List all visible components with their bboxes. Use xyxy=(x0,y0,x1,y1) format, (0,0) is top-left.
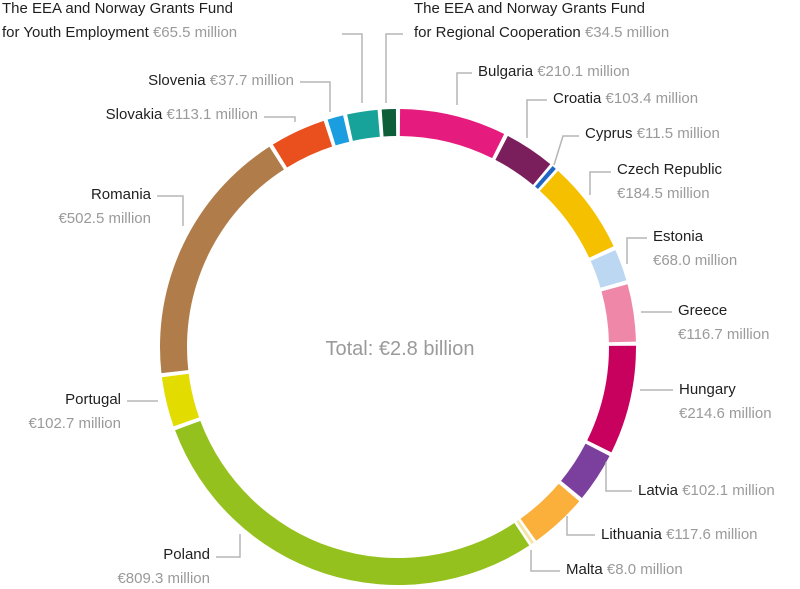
slice-poland xyxy=(175,420,530,585)
label-name-lithuania: Lithuania xyxy=(601,526,666,543)
slice-hungary xyxy=(587,345,636,453)
label-lithuania: Lithuania €117.6 million xyxy=(601,526,758,543)
leader-the-eea-and-norway-grants-fund-for-regional-cooperation xyxy=(385,33,403,103)
slice-slovakia xyxy=(272,120,333,168)
label-name-malta: Malta xyxy=(566,561,607,578)
label-name-hungary: Hungary xyxy=(679,381,736,398)
slice-the-eea-and-norway-grants-fund-for-youth-employment xyxy=(347,109,380,141)
label-name-bulgaria: Bulgaria xyxy=(478,63,537,80)
label-name-line1-the-eea-and-norway-grants-fund-for-youth-employment: The EEA and Norway Grants Fund xyxy=(2,0,233,17)
label-name-line2-the-eea-and-norway-grants-fund-for-youth-employment: for Youth Employment €65.5 million xyxy=(2,24,237,41)
label-bulgaria: Bulgaria €210.1 million xyxy=(478,63,630,80)
label-name-estonia: Estonia xyxy=(653,228,704,245)
label-value-slovakia: €113.1 million xyxy=(167,106,258,123)
label-value-romania: €502.5 million xyxy=(58,210,151,227)
label-value-estonia: €68.0 million xyxy=(653,252,737,269)
label-name-slovakia: Slovakia xyxy=(106,106,167,123)
leader-lines xyxy=(127,33,673,572)
donut-slices xyxy=(160,109,636,585)
label-slovakia: Slovakia €113.1 million xyxy=(106,106,258,123)
leader-slovakia xyxy=(264,116,296,122)
label-croatia: Croatia €103.4 million xyxy=(553,90,698,107)
label-name-czech-republic: Czech Republic xyxy=(617,161,723,178)
label-value-portugal: €102.7 million xyxy=(28,415,121,432)
label-value-greece: €116.7 million xyxy=(678,326,769,343)
slice-latvia xyxy=(561,443,610,499)
label-name-cyprus: Cyprus xyxy=(585,125,637,142)
label-name-line2-the-eea-and-norway-grants-fund-for-regional-cooperation: for Regional Cooperation €34.5 million xyxy=(414,24,669,41)
slice-estonia xyxy=(590,250,627,288)
slice-malta xyxy=(516,520,534,545)
slice-bulgaria xyxy=(399,109,505,159)
label-value-slovenia: €37.7 million xyxy=(210,72,294,89)
label-value-bulgaria: €210.1 million xyxy=(537,63,630,80)
label-value-poland: €809.3 million xyxy=(117,570,210,587)
leader-poland xyxy=(216,534,241,558)
label-value-cyprus: €11.5 million xyxy=(637,125,720,142)
leader-estonia xyxy=(626,237,647,264)
label-the-eea-and-norway-grants-fund-for-regional-cooperation: The EEA and Norway Grants Fund for Region… xyxy=(414,0,669,41)
label-name-slovenia: Slovenia xyxy=(148,72,210,89)
label-value-hungary: €214.6 million xyxy=(679,405,772,422)
leader-czech-republic xyxy=(589,171,611,195)
leader-bulgaria xyxy=(456,72,472,105)
slice-portugal xyxy=(161,373,200,427)
slice-cyprus xyxy=(535,166,556,190)
label-name-portugal: Portugal xyxy=(65,391,121,408)
label-name-poland: Poland xyxy=(163,546,210,563)
slice-greece xyxy=(601,284,636,343)
slice-labels: Bulgaria €210.1 million Croatia €103.4 mi… xyxy=(2,0,775,587)
leader-romania xyxy=(157,195,184,226)
slice-the-eea-and-norway-grants-fund-for-regional-cooperation xyxy=(381,109,397,137)
label-malta: Malta €8.0 million xyxy=(566,561,683,578)
label-value-lithuania: €117.6 million xyxy=(666,526,757,543)
label-value-malta: €8.0 million xyxy=(607,561,683,578)
label-name-latvia: Latvia xyxy=(638,482,682,499)
label-name-greece: Greece xyxy=(678,302,727,319)
label-name-croatia: Croatia xyxy=(553,90,606,107)
label-value-the-eea-and-norway-grants-fund-for-regional-cooperation: €34.5 million xyxy=(585,24,669,41)
slice-croatia xyxy=(495,135,551,185)
leader-lithuania xyxy=(566,516,595,536)
slice-czech-republic xyxy=(539,170,614,258)
label-name-line1-the-eea-and-norway-grants-fund-for-regional-cooperation: The EEA and Norway Grants Fund xyxy=(414,0,645,17)
slice-romania xyxy=(160,146,284,374)
leader-malta xyxy=(530,550,560,572)
label-slovenia: Slovenia €37.7 million xyxy=(148,72,294,89)
leader-slovenia xyxy=(300,81,331,112)
label-name-romania: Romania xyxy=(91,186,152,203)
label-latvia: Latvia €102.1 million xyxy=(638,482,775,499)
label-the-eea-and-norway-grants-fund-for-youth-employment: The EEA and Norway Grants Fund for Youth … xyxy=(2,0,237,41)
label-value-the-eea-and-norway-grants-fund-for-youth-employment: €65.5 million xyxy=(153,24,237,41)
center-total-label: Total: €2.8 billion xyxy=(326,338,475,360)
leader-croatia xyxy=(526,99,547,138)
label-value-czech-republic: €184.5 million xyxy=(617,185,710,202)
leader-cyprus xyxy=(553,135,579,166)
label-value-croatia: €103.4 million xyxy=(606,90,699,107)
label-cyprus: Cyprus €11.5 million xyxy=(585,125,720,142)
leader-latvia xyxy=(605,462,632,492)
leader-the-eea-and-norway-grants-fund-for-youth-employment xyxy=(342,33,363,103)
label-value-latvia: €102.1 million xyxy=(682,482,775,499)
slice-slovenia xyxy=(327,115,350,146)
slice-lithuania xyxy=(520,483,580,541)
